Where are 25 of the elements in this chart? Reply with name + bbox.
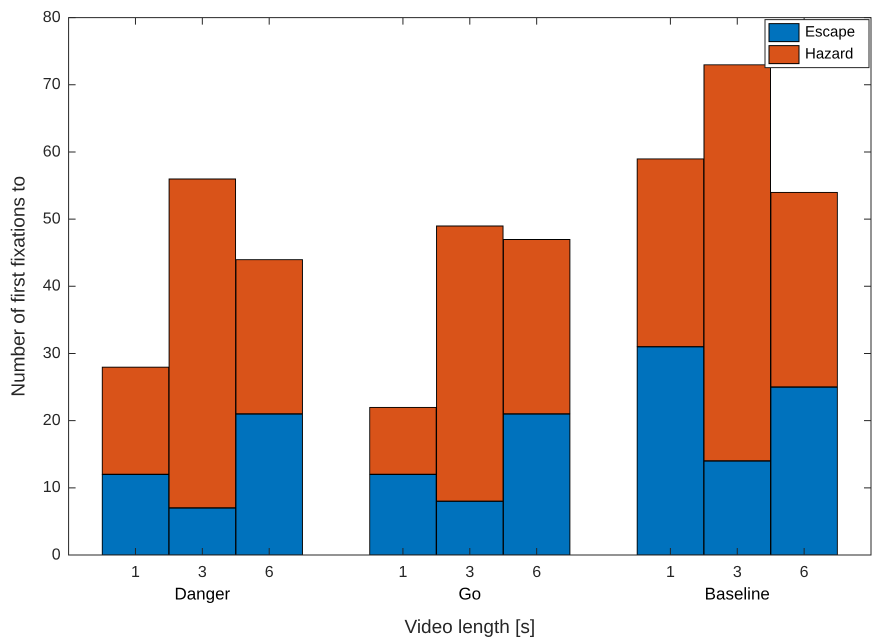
x-tick-label: 6 bbox=[532, 564, 542, 582]
x-tick-label: 3 bbox=[732, 564, 742, 582]
text: Danger bbox=[174, 584, 231, 604]
y-tick-label: 0 bbox=[52, 546, 61, 564]
x-tick-label: 1 bbox=[666, 564, 675, 582]
legend-label: Hazard bbox=[805, 46, 854, 63]
y-tick-label: 60 bbox=[42, 143, 61, 160]
y-tick-label: 70 bbox=[42, 76, 61, 94]
y-tick-label: 80 bbox=[42, 9, 61, 26]
text: Baseline bbox=[704, 584, 770, 604]
x-tick-label: 3 bbox=[465, 564, 474, 582]
y-axis-title: Number of first fixations to bbox=[8, 176, 30, 397]
y-tick-label: 10 bbox=[42, 479, 61, 496]
y-tick-label: 20 bbox=[42, 412, 61, 430]
legend-label: Escape bbox=[805, 24, 856, 41]
x-tick-label: 6 bbox=[800, 564, 809, 582]
x-tick-label: 3 bbox=[198, 564, 207, 582]
y-tick-label: 40 bbox=[42, 278, 61, 295]
x-tick-label: 1 bbox=[131, 564, 140, 582]
x-tick-label: 1 bbox=[398, 564, 408, 582]
text: Go bbox=[458, 584, 482, 604]
x-tick-label: 6 bbox=[264, 564, 274, 582]
y-tick-label: 50 bbox=[42, 210, 61, 228]
x-axis-title: Video length [s] bbox=[404, 616, 536, 638]
y-tick-label: 30 bbox=[42, 344, 61, 362]
